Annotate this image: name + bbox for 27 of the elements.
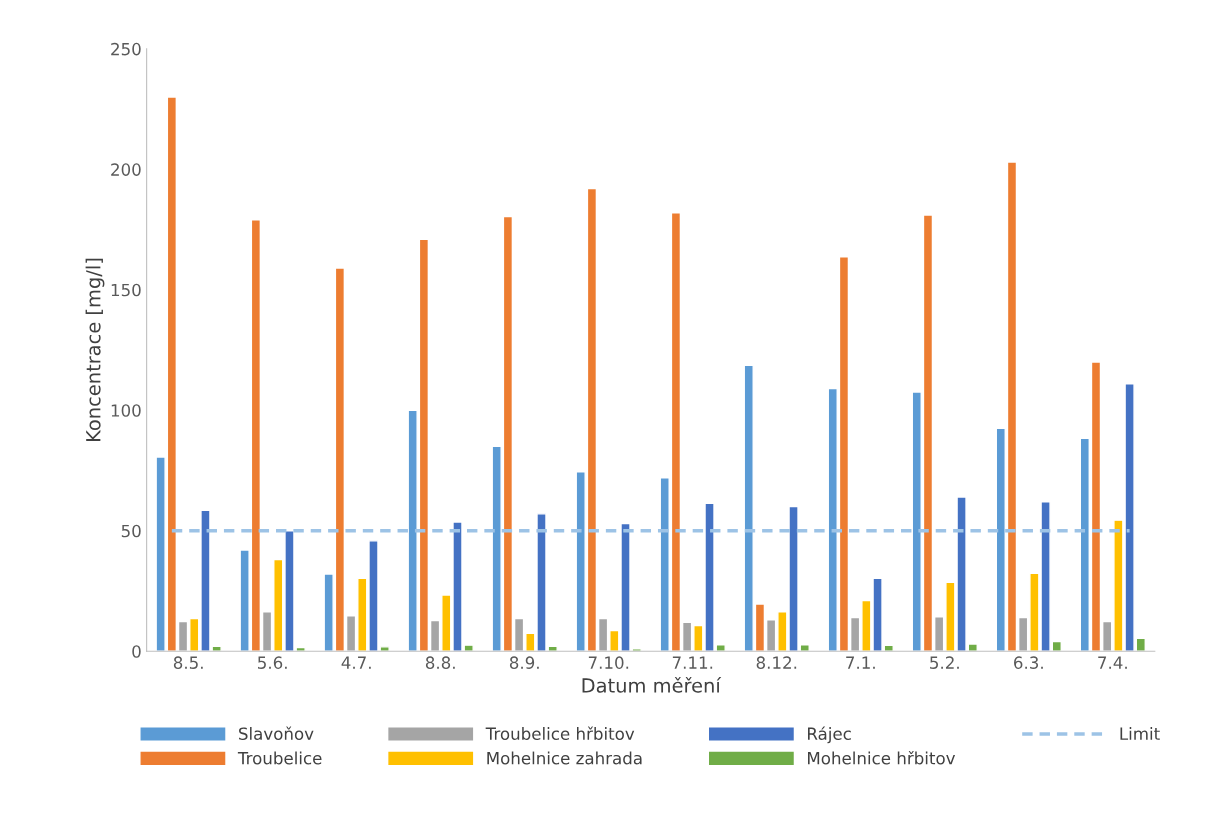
y-tick-label: 50 [121, 524, 141, 538]
legend-label: Rájec [808, 726, 851, 744]
legend-label: Mohelnice zahrada [487, 751, 642, 765]
x-tick-label: 8.5. [173, 656, 203, 669]
x-tick-label: 8.8. [425, 656, 455, 669]
x-tick-label: 8.12. [756, 656, 797, 669]
y-tick-label: 100 [111, 404, 141, 417]
x-tick-label: 7.1. [846, 656, 875, 669]
y-tick-label: 150 [111, 283, 141, 297]
legend-label: Troubelice hřbitov [485, 726, 635, 740]
legend-label: Mohelnice hřbitov [808, 750, 956, 765]
y-tick-label: 250 [111, 42, 141, 56]
legend-label: Limit [1120, 727, 1160, 740]
x-tick-label: 7.10. [588, 656, 629, 669]
x-tick-label: 5.6. [258, 656, 287, 669]
y-tick-label: 0 [132, 645, 141, 658]
x-tick-label: 5.2. [930, 656, 959, 669]
x-axis-title: Datum měření [582, 676, 722, 693]
x-tick-label: 7.4. [1098, 656, 1127, 669]
legend-label: Slavoňov [239, 726, 314, 740]
x-tick-label: 7.11. [672, 656, 713, 669]
x-tick-label: 6.3. [1014, 656, 1043, 669]
x-tick-label: 4.7. [341, 656, 371, 669]
x-tick-label: 8.9. [509, 656, 539, 669]
y-axis-title: Koncentrace [mg/l] [85, 258, 105, 441]
y-tick-label: 200 [111, 163, 141, 176]
legend-label: Troubelice [237, 751, 322, 765]
